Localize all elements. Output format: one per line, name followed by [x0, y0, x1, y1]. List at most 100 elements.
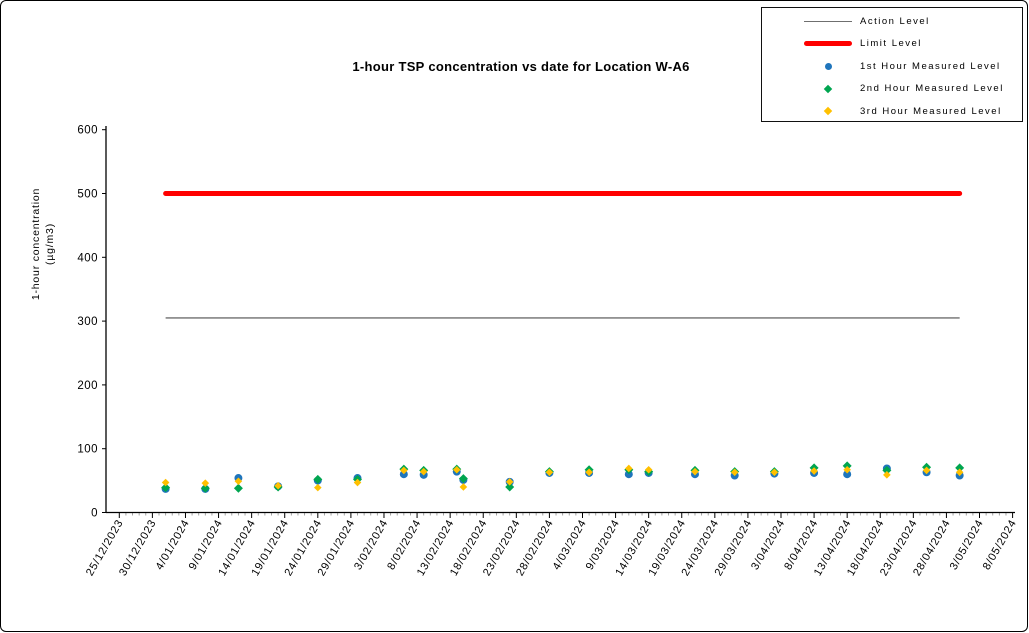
x-tick-label: 9/03/2024	[584, 518, 622, 573]
third-hour-marker	[730, 468, 739, 477]
y-axis: 0 100 200 300 400 500 600	[77, 125, 107, 520]
legend-swatch-cell	[802, 84, 854, 93]
third-hour-marker	[505, 478, 514, 486]
third-hour-marker	[201, 479, 210, 487]
first-hour-marker	[843, 470, 852, 479]
data-point	[458, 474, 468, 491]
third-hour-marker	[691, 467, 699, 476]
second-hour-marker	[458, 474, 468, 484]
legend-swatch-cell	[802, 62, 854, 70]
data-point	[882, 464, 892, 479]
x-tick-label: 9/01/2024	[187, 518, 225, 573]
second-hour-marker	[882, 465, 892, 475]
data-point	[399, 464, 409, 479]
second-hour-marker	[161, 483, 171, 493]
third-hour-marker	[452, 465, 461, 474]
data-point	[644, 465, 654, 477]
third-hour-marker	[843, 465, 851, 474]
third-hour-marker	[400, 466, 408, 475]
y-tick-label: 200	[77, 380, 98, 392]
data-point	[452, 464, 462, 476]
second-hour-marker	[233, 483, 243, 493]
third-hour-marker	[922, 466, 931, 475]
data-point	[922, 462, 932, 477]
second-hour-marker	[842, 461, 852, 471]
legend-row-action-level: Action Level	[762, 10, 1022, 33]
data-point	[809, 463, 819, 477]
data-point	[273, 481, 283, 492]
third-hour-marker	[810, 467, 818, 475]
data-point	[161, 478, 171, 493]
third-hour-marker	[585, 468, 593, 477]
data-point	[584, 465, 594, 477]
data-point	[842, 461, 852, 479]
y-tick-label: 100	[77, 444, 98, 456]
legend-row-limit-level: Limit Level	[762, 33, 1022, 56]
first-hour-marker-icon	[824, 62, 832, 70]
legend-label-2nd-hour: 2nd Hour Measured Level	[860, 83, 1004, 95]
x-tick-label: 8/04/2024	[782, 518, 820, 573]
y-tick-label: 500	[77, 189, 98, 201]
legend-label-3rd-hour: 3rd Hour Measured Level	[860, 105, 1002, 117]
third-hour-marker	[234, 477, 243, 486]
third-hour-marker	[161, 478, 170, 487]
data-point	[505, 477, 515, 492]
y-tick-label: 0	[91, 508, 98, 520]
x-tick-label: 4/01/2024	[154, 518, 192, 573]
x-tick-label: 3/04/2024	[749, 518, 787, 573]
legend-swatch-cell	[802, 20, 854, 22]
legend-row-2nd-hour: 2nd Hour Measured Level	[762, 78, 1022, 101]
legend-label-limit-level: Limit Level	[860, 38, 922, 50]
data-point	[200, 479, 210, 493]
data-point	[690, 465, 700, 479]
legend-swatch-cell	[802, 107, 854, 116]
y-tick-label: 600	[77, 125, 98, 137]
legend-label-action-level: Action Level	[860, 15, 930, 27]
second-hour-marker	[955, 463, 965, 473]
third-hour-marker	[314, 483, 322, 492]
data-point	[353, 474, 363, 487]
legend-row-3rd-hour: 3rd Hour Measured Level	[762, 100, 1022, 123]
data-point	[544, 467, 554, 477]
third-hour-marker-icon	[823, 107, 833, 116]
limit-level-line-swatch	[804, 41, 852, 47]
third-hour-marker	[274, 481, 282, 490]
data-point	[313, 474, 323, 492]
legend-label-1st-hour: 1st Hour Measured Level	[860, 60, 1001, 72]
x-tick-label: 3/05/2024	[948, 518, 986, 573]
legend-row-1st-hour: 1st Hour Measured Level	[762, 55, 1022, 78]
x-tick-label: 3/02/2024	[352, 518, 390, 573]
third-hour-marker	[625, 464, 633, 473]
data-point	[233, 474, 243, 493]
third-hour-marker	[644, 465, 653, 474]
third-hour-marker	[770, 468, 779, 477]
x-tick-label: 8/05/2024	[981, 518, 1019, 573]
x-tick-label: 8/02/2024	[385, 518, 423, 573]
third-hour-marker	[419, 467, 428, 476]
third-hour-marker	[955, 468, 964, 477]
y-tick-label: 300	[77, 316, 98, 328]
first-hour-marker	[399, 470, 408, 479]
data-point	[955, 463, 965, 480]
data-points	[161, 461, 965, 493]
data-point	[769, 467, 779, 478]
legend-swatch-cell	[802, 41, 854, 47]
second-hour-marker	[313, 474, 323, 484]
action-level-line-swatch	[804, 20, 852, 22]
data-point	[730, 467, 740, 480]
second-hour-marker	[200, 483, 210, 493]
second-hour-marker	[505, 482, 515, 492]
third-hour-marker	[883, 471, 891, 479]
data-point	[624, 464, 634, 479]
third-hour-marker	[353, 478, 362, 487]
third-hour-marker	[545, 468, 554, 477]
third-hour-marker	[459, 483, 468, 491]
data-point	[419, 465, 429, 479]
chart-title: 1-hour TSP concentration vs date for Loc…	[352, 59, 690, 74]
x-axis: 25/12/202330/12/20234/01/20249/01/202414…	[84, 511, 1019, 578]
second-hour-marker-icon	[823, 84, 833, 93]
x-tick-label: 4/03/2024	[551, 518, 589, 573]
y-tick-label: 400	[77, 252, 98, 264]
